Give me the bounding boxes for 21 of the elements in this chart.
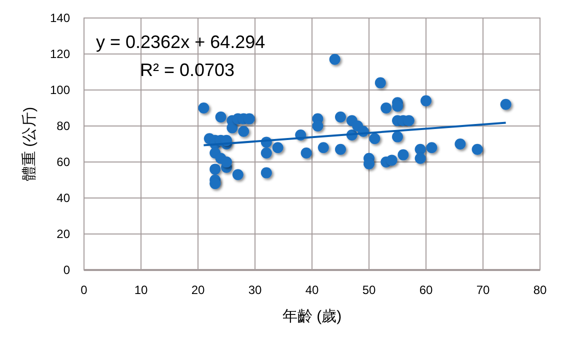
y-tick-label: 100 bbox=[50, 83, 70, 97]
annotation: R² = 0.0703 bbox=[140, 60, 235, 80]
y-axis-title: 體重 (公斤) bbox=[21, 106, 38, 182]
x-tick-label: 80 bbox=[533, 283, 547, 297]
y-tick-label: 0 bbox=[63, 263, 70, 277]
x-tick-label: 20 bbox=[191, 283, 205, 297]
x-tick-label: 40 bbox=[305, 283, 319, 297]
annotation: y = 0.2362x + 64.294 bbox=[96, 32, 266, 52]
y-tick-label: 120 bbox=[50, 47, 70, 61]
y-tick-label: 20 bbox=[56, 227, 70, 241]
y-tick-label: 40 bbox=[56, 191, 70, 205]
y-tick-label: 140 bbox=[50, 11, 70, 25]
x-tick-label: 10 bbox=[134, 283, 148, 297]
x-tick-label: 60 bbox=[419, 283, 433, 297]
x-tick-label: 70 bbox=[476, 283, 490, 297]
y-tick-label: 80 bbox=[56, 119, 70, 133]
x-tick-label: 0 bbox=[80, 283, 88, 297]
x-tick-label: 50 bbox=[362, 283, 376, 297]
x-tick-label: 30 bbox=[248, 283, 262, 297]
x-axis-title: 年齡 (歲) bbox=[282, 308, 342, 325]
y-tick-label: 60 bbox=[56, 155, 70, 169]
